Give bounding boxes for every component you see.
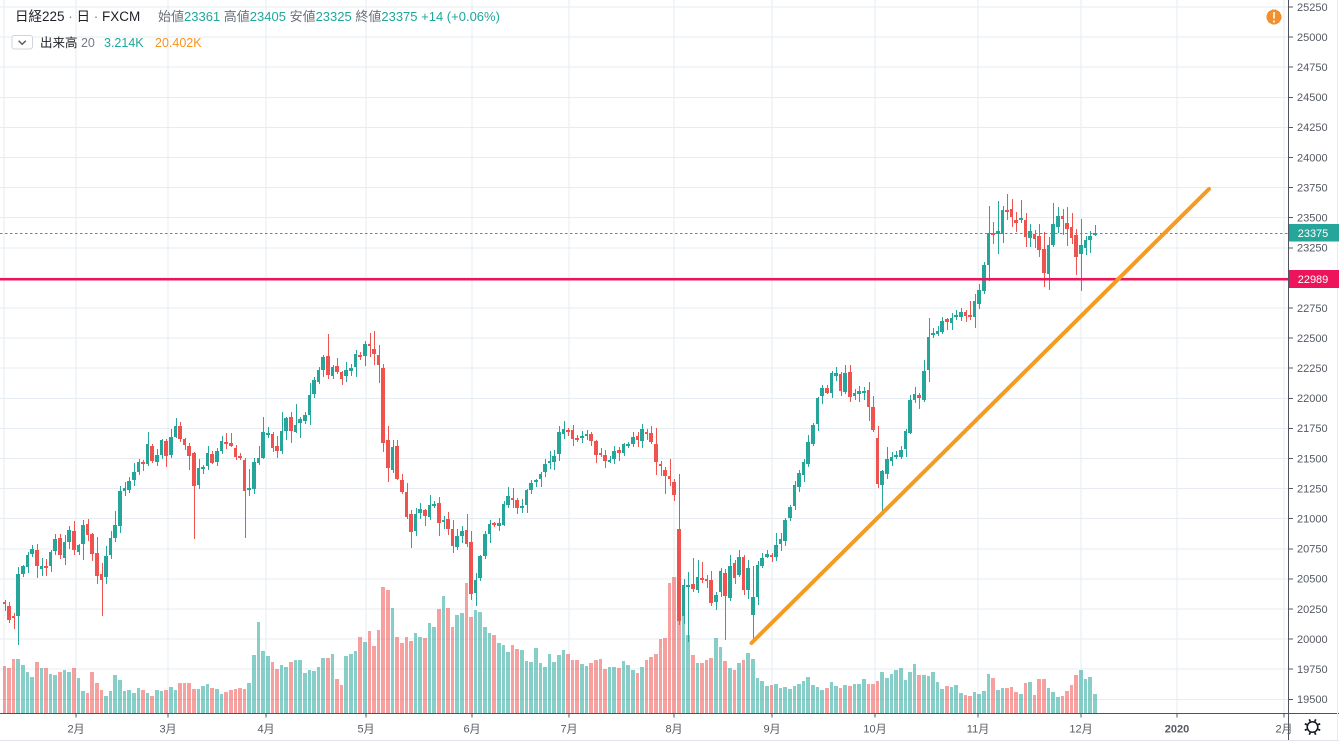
svg-text:22989: 22989 [1298, 274, 1329, 286]
svg-text:21000: 21000 [1297, 514, 1328, 526]
svg-text:5月: 5月 [357, 724, 374, 736]
svg-text:3.214K: 3.214K [104, 36, 144, 50]
svg-text:2020: 2020 [1165, 724, 1189, 736]
svg-text:2月: 2月 [1275, 724, 1292, 736]
svg-text:24750: 24750 [1297, 62, 1328, 74]
svg-text:24500: 24500 [1297, 92, 1328, 104]
svg-text:12月: 12月 [1069, 724, 1092, 736]
svg-text:20500: 20500 [1297, 574, 1328, 586]
svg-text:3月: 3月 [159, 724, 176, 736]
svg-text:22500: 22500 [1297, 333, 1328, 345]
svg-text:日経225 · 日 · FXCM: 日経225 · 日 · FXCM [15, 9, 140, 24]
svg-text:21500: 21500 [1297, 453, 1328, 465]
svg-text:出来高 20: 出来高 20 [40, 35, 95, 50]
svg-text:23250: 23250 [1297, 243, 1328, 255]
svg-text:20750: 20750 [1297, 544, 1328, 556]
svg-text:10月: 10月 [863, 724, 886, 736]
svg-text:6月: 6月 [463, 724, 480, 736]
svg-text:25250: 25250 [1297, 2, 1328, 14]
svg-text:8月: 8月 [665, 724, 682, 736]
svg-text:22000: 22000 [1297, 393, 1328, 405]
svg-text:始値23361 高値23405 安値23325 終値2: 始値23361 高値23405 安値23325 終値23375 +14 (+0.… [158, 9, 500, 24]
svg-text:20250: 20250 [1297, 604, 1328, 616]
svg-text:22250: 22250 [1297, 363, 1328, 375]
svg-text:20000: 20000 [1297, 634, 1328, 646]
svg-text:25000: 25000 [1297, 32, 1328, 44]
svg-text:23500: 23500 [1297, 213, 1328, 225]
svg-text:11月: 11月 [967, 724, 989, 736]
svg-text:19500: 19500 [1297, 694, 1328, 706]
svg-text:23750: 23750 [1297, 182, 1328, 194]
svg-text:7月: 7月 [560, 724, 577, 736]
svg-text:4月: 4月 [257, 724, 274, 736]
svg-text:20.402K: 20.402K [155, 36, 202, 50]
svg-text:21750: 21750 [1297, 423, 1328, 435]
svg-text:21250: 21250 [1297, 483, 1328, 495]
svg-text:24000: 24000 [1297, 152, 1328, 164]
svg-text:22750: 22750 [1297, 303, 1328, 315]
svg-text:23375: 23375 [1298, 228, 1329, 240]
svg-text:19750: 19750 [1297, 664, 1328, 676]
svg-text:2月: 2月 [67, 724, 84, 736]
svg-text:9月: 9月 [763, 724, 780, 736]
svg-text:24250: 24250 [1297, 122, 1328, 134]
